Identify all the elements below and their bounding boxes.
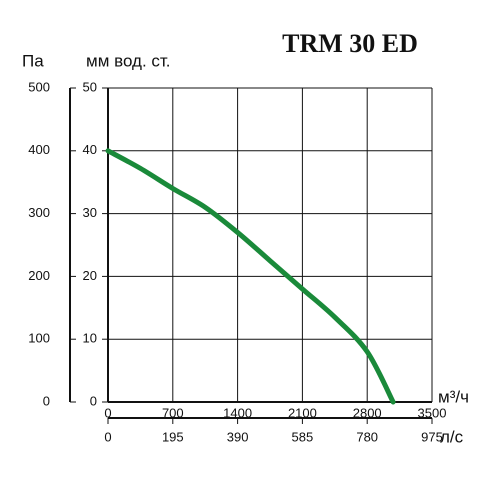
- y2-tick-label: 20: [83, 268, 97, 283]
- y2-tick-label: 50: [83, 79, 97, 94]
- y2-tick-label: 40: [83, 142, 97, 157]
- x-tick-label: 3500: [418, 406, 447, 421]
- x2-axis-label: л/с: [440, 427, 464, 446]
- x-tick-label: 1400: [223, 406, 252, 421]
- y-tick-label: 500: [28, 79, 50, 94]
- x-axis-label: м³/ч: [438, 387, 469, 406]
- x2-tick-label: 0: [104, 429, 111, 444]
- x2-tick-label: 390: [227, 429, 249, 444]
- y-tick-label: 100: [28, 331, 50, 346]
- y-tick-label: 0: [43, 393, 50, 408]
- x-tick-label: 700: [162, 406, 184, 421]
- x-tick-label: 2100: [288, 406, 317, 421]
- y-tick-label: 200: [28, 268, 50, 283]
- x2-tick-label: 975: [421, 429, 443, 444]
- x2-tick-label: 585: [292, 429, 314, 444]
- y-axis-label: Па: [22, 51, 44, 70]
- y2-axis-label: мм вод. ст.: [86, 51, 171, 70]
- y-tick-label: 300: [28, 205, 50, 220]
- y2-tick-label: 10: [83, 331, 97, 346]
- x2-tick-label: 780: [356, 429, 378, 444]
- curve: [105, 148, 396, 405]
- chart-title: TRM 30 ED: [282, 29, 418, 58]
- x2-tick-label: 195: [162, 429, 184, 444]
- x-tick-label: 2800: [353, 406, 382, 421]
- y-tick-label: 400: [28, 142, 50, 157]
- y2-tick-label: 0: [90, 393, 97, 408]
- y2-tick-label: 30: [83, 205, 97, 220]
- x-tick-label: 0: [104, 406, 111, 421]
